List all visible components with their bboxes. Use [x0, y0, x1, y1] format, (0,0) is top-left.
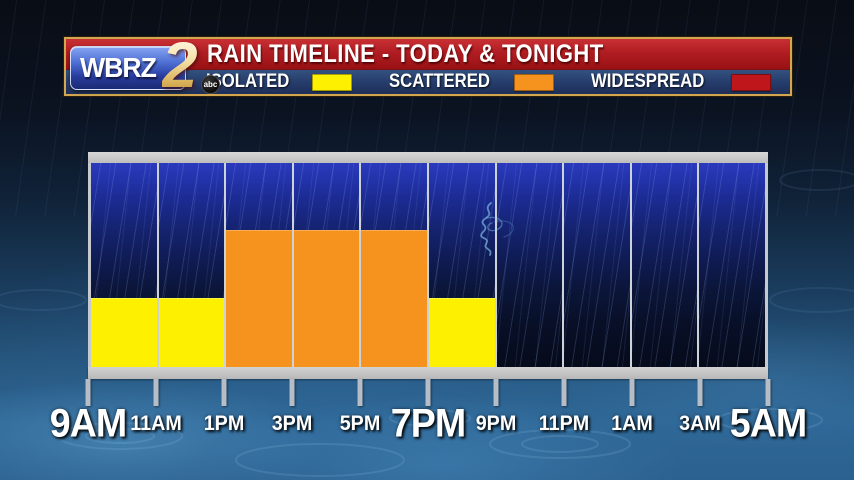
x-label-5AM: 5AM [729, 401, 808, 446]
header-banner: RAIN TIMELINE - TODAY & TONIGHT ISOLATED… [64, 33, 792, 97]
x-label-9PM: 9PM [475, 412, 517, 435]
legend-swatch-isolated [311, 73, 352, 91]
rain-bar-isolated-9AM-11AM [91, 297, 157, 367]
x-label-5PM: 5PM [339, 412, 381, 435]
legend-label: ISOLATED [206, 71, 290, 92]
abc-network-badge: abc [201, 75, 220, 94]
x-tick-1AM [629, 379, 635, 406]
timeline-column-9AM-11AM [91, 163, 157, 367]
timeline-column-5PM-7PM [359, 163, 427, 367]
legend-item-scattered: SCATTERED [389, 71, 555, 93]
timeline-column-1AM-3AM [629, 163, 698, 367]
legend-label: WIDESPREAD [591, 71, 705, 92]
x-tick-11AM [153, 379, 159, 406]
chart-plot-area [88, 163, 768, 367]
chart-bottom-frame [88, 367, 768, 379]
rain-timeline-chart [88, 152, 768, 379]
x-label-1AM: 1AM [611, 412, 653, 435]
timeline-column-3PM-5PM [291, 163, 360, 367]
rain-bar-isolated-7PM-9PM [428, 297, 495, 367]
station-logo: WBRZ 2 abc [70, 33, 230, 97]
legend-item-widespread: WIDESPREAD [591, 71, 772, 93]
legend-item-isolated: ISOLATED [206, 71, 352, 93]
station-logo-box: WBRZ [70, 46, 186, 90]
x-tick-11PM [561, 379, 567, 406]
title-bar: RAIN TIMELINE - TODAY & TONIGHT [66, 39, 790, 69]
x-tick-3PM [289, 379, 295, 406]
abc-network-label: abc [203, 80, 218, 89]
timeline-column-3AM-5AM [697, 163, 765, 367]
timeline-column-9PM-11PM [494, 163, 563, 367]
x-label-11PM: 11PM [538, 412, 590, 435]
channel-number: 2 [162, 29, 198, 101]
station-call-letters: WBRZ [80, 52, 157, 83]
x-tick-7PM [425, 379, 431, 406]
legend-label: SCATTERED [388, 71, 490, 92]
page-title: RAIN TIMELINE - TODAY & TONIGHT [207, 39, 604, 68]
legend-swatch-scattered [514, 73, 555, 91]
x-tick-3AM [697, 379, 703, 406]
rain-bar-scattered-1PM-3PM [226, 230, 292, 367]
legend-swatch-widespread [731, 73, 772, 91]
timeline-column-11PM-1AM [562, 163, 630, 367]
x-label-1PM: 1PM [203, 412, 245, 435]
x-label-3AM: 3AM [679, 412, 721, 435]
timeline-column-11AM-1PM [156, 163, 225, 367]
legend-bar: ISOLATED SCATTERED WIDESPREAD [66, 69, 790, 94]
x-label-7PM: 7PM [390, 401, 466, 446]
x-label-11AM: 11AM [130, 412, 182, 435]
x-tick-5AM [765, 379, 771, 406]
timeline-column-7PM-9PM [426, 163, 495, 367]
rain-bar-scattered-3PM-5PM [293, 230, 360, 367]
x-axis-ticks [85, 379, 771, 406]
x-axis-labels: 9AM 11AM 1PM 3PM 5PM 7PM 9PM 11PM 1AM 3AM 5AM [50, 401, 808, 447]
x-tick-1PM [221, 379, 227, 406]
x-label-3PM: 3PM [271, 412, 313, 435]
x-label-9AM: 9AM [49, 401, 128, 446]
x-tick-9AM [85, 379, 91, 406]
rain-bar-isolated-11AM-1PM [158, 297, 225, 367]
x-tick-9PM [493, 379, 499, 406]
rain-bar-scattered-5PM-7PM [361, 230, 427, 367]
timeline-column-1PM-3PM [224, 163, 292, 367]
chart-top-frame [88, 152, 768, 163]
x-tick-5PM [357, 379, 363, 406]
